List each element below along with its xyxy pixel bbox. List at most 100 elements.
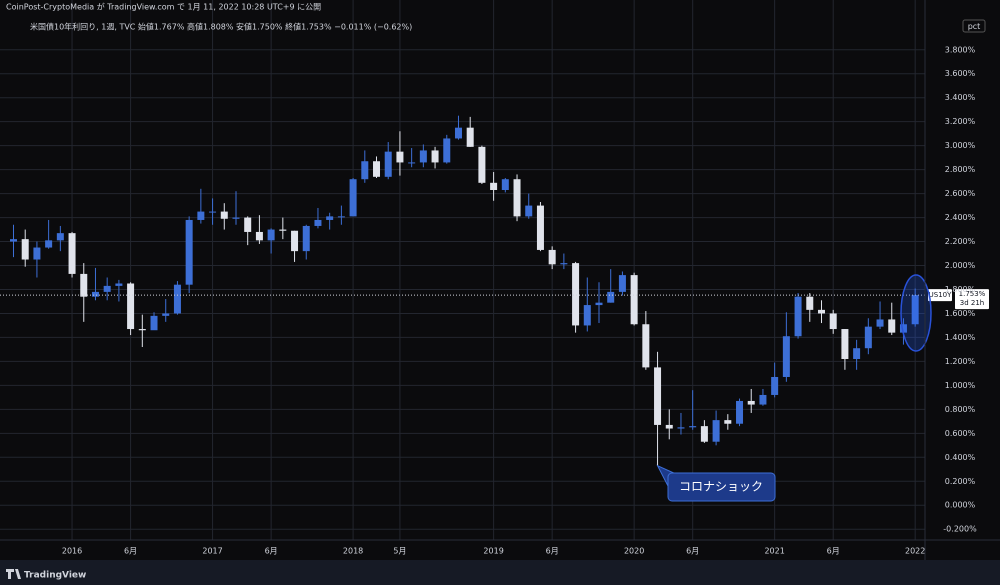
candle-body: [501, 179, 509, 190]
candle-body: [490, 182, 498, 190]
candle-body: [841, 329, 849, 360]
candle-body: [408, 162, 416, 164]
candle-body: [373, 161, 381, 177]
x-tick-label: 2021: [764, 547, 784, 556]
candle-body: [712, 420, 720, 442]
x-tick-label: 2016: [62, 547, 82, 556]
y-tick-label: 1.400%: [945, 333, 976, 342]
y-tick-label: 3.000%: [945, 141, 976, 150]
candle-body: [244, 217, 252, 232]
price-name: US10Y: [929, 291, 952, 299]
candle-body: [864, 326, 872, 349]
candle-body: [595, 302, 603, 306]
candle-body: [291, 230, 299, 252]
candle-body: [747, 400, 755, 405]
candle-body: [607, 291, 615, 303]
candle-body: [759, 394, 767, 405]
price-name-box: [928, 289, 952, 302]
price-label: 1.753%: [959, 290, 986, 298]
y-tick-label: 1.600%: [945, 309, 976, 318]
candle-body: [677, 427, 685, 429]
y-tick-label: 3.600%: [945, 69, 976, 78]
candle-body: [173, 284, 181, 314]
x-tick-label: 2017: [202, 547, 222, 556]
candle-body: [771, 376, 779, 395]
y-tick-label: 1.200%: [945, 357, 976, 366]
x-tick-label: 2022: [905, 547, 925, 556]
x-tick-label: 6月: [686, 547, 699, 556]
candle-body: [185, 219, 193, 285]
candle-body: [513, 179, 521, 217]
publisher: CoinPost-CryptoMedia が TradingView.com で…: [6, 2, 321, 12]
candle-body: [525, 205, 533, 217]
y-tick-label: 2.000%: [945, 261, 976, 270]
x-tick-label: 2020: [624, 547, 644, 556]
candle-body: [689, 426, 697, 428]
candle-body: [396, 151, 404, 163]
candle-body: [853, 348, 861, 360]
price-countdown: 3d 21h: [960, 299, 984, 307]
x-tick-label: 6月: [827, 547, 840, 556]
y-tick-label: 2.200%: [945, 237, 976, 246]
candle-body: [782, 336, 790, 377]
candle-body: [220, 211, 228, 219]
candle-body: [68, 233, 76, 274]
candle-body: [255, 231, 263, 241]
candle-body: [162, 313, 170, 316]
candle-body: [911, 295, 919, 325]
candle-body: [10, 239, 17, 242]
y-tick-label: 0.600%: [945, 429, 976, 438]
candle-body: [127, 283, 135, 330]
grid: [0, 0, 925, 540]
candle-body: [115, 283, 123, 286]
candle-body: [642, 324, 650, 368]
candle-body: [197, 211, 205, 220]
candle-body: [337, 216, 345, 218]
y-tick-label: 0.400%: [945, 453, 976, 462]
y-tick-label: 3.400%: [945, 93, 976, 102]
candle-body: [806, 296, 814, 310]
x-tick-label: 6月: [546, 547, 559, 556]
y-tick-label: 3.200%: [945, 117, 976, 126]
unit-box: [962, 19, 986, 33]
x-tick-label: 5月: [393, 547, 406, 556]
y-tick-label: 1.000%: [945, 381, 976, 390]
candle-body: [314, 219, 322, 226]
x-tick-label: 6月: [265, 547, 278, 556]
candle-body: [572, 263, 580, 326]
candle-body: [899, 324, 907, 333]
y-tick-label: 3.800%: [945, 45, 976, 54]
candle-body: [33, 247, 41, 260]
candle-body: [583, 305, 591, 326]
callout-text: コロナショック: [679, 480, 763, 494]
candle-body: [618, 275, 626, 292]
candle-body: [384, 151, 392, 177]
candle-body: [560, 263, 568, 265]
candle-body: [80, 273, 88, 297]
candle-body: [888, 319, 896, 333]
candle-body: [45, 240, 53, 248]
candle-body: [654, 367, 662, 425]
candle-body: [326, 216, 334, 220]
candle-body: [302, 225, 310, 252]
candle-body: [103, 285, 111, 292]
x-tick-label: 6月: [124, 547, 137, 556]
highlight-ellipse: [900, 274, 932, 352]
candle-body: [209, 211, 217, 213]
candle-body: [548, 249, 556, 265]
candle-body: [267, 229, 275, 241]
candles: [10, 115, 919, 466]
candle-body: [361, 161, 369, 180]
y-tick-label: 0.000%: [945, 501, 976, 510]
candle-body: [150, 315, 158, 331]
y-unit: pct: [968, 22, 981, 31]
y-tick-label: -0.200%: [943, 525, 977, 534]
candle-body: [630, 275, 638, 325]
candle-body: [536, 205, 544, 250]
y-tick-label: 2.800%: [945, 165, 976, 174]
candle-body: [817, 309, 825, 314]
candle-body: [829, 313, 837, 330]
candle-body: [279, 229, 287, 231]
candle-body: [349, 179, 357, 217]
